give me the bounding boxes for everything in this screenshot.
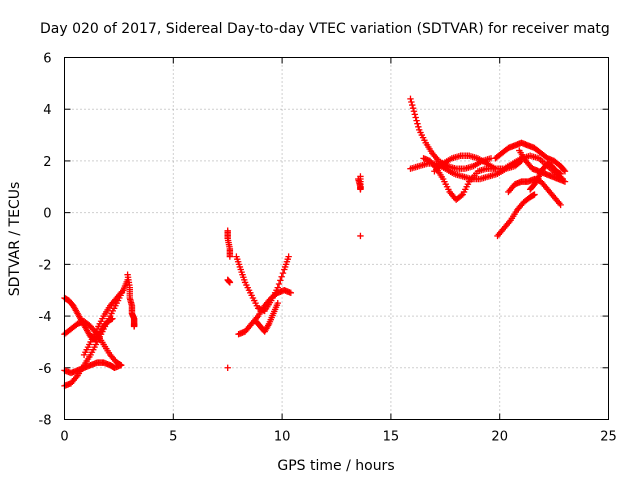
data-point <box>561 178 569 185</box>
series-seg-b6 <box>252 299 281 335</box>
data-point <box>278 273 285 280</box>
y-tick-label: 6 <box>43 52 51 67</box>
data-point <box>274 299 281 307</box>
data-point <box>410 108 418 115</box>
x-tick-label: 10 <box>274 430 291 445</box>
y-tick-label: -6 <box>39 362 52 377</box>
data-point <box>458 192 465 199</box>
data-point <box>407 95 414 103</box>
data-point <box>277 277 284 284</box>
data-point <box>560 167 568 174</box>
x-tick-label: 20 <box>491 430 508 445</box>
data-point <box>412 114 419 121</box>
data-point <box>409 101 416 109</box>
data-point <box>117 362 125 369</box>
data-point <box>531 191 538 198</box>
data-point <box>561 168 569 175</box>
data-point <box>275 280 283 288</box>
data-point <box>130 323 138 330</box>
data-point <box>357 173 364 180</box>
axis-ticks <box>64 57 609 420</box>
series-seg-b3 <box>224 364 231 371</box>
series-seg-c1 <box>355 173 364 193</box>
y-tick-label: 0 <box>43 207 51 222</box>
x-tick-label: 5 <box>169 430 177 445</box>
data-markers <box>61 95 569 390</box>
data-point <box>287 289 295 296</box>
series-seg-a5 <box>80 287 127 359</box>
series-seg-c2 <box>357 232 364 240</box>
y-tick-label: -4 <box>39 310 52 325</box>
series-seg-a2 <box>61 318 125 369</box>
data-point <box>285 253 292 260</box>
x-axis-label: GPS time / hours <box>277 458 394 474</box>
grid-lines <box>64 57 609 420</box>
data-point <box>557 170 564 178</box>
series-seg-a6 <box>124 271 138 330</box>
x-tick-label: 0 <box>60 430 68 445</box>
data-point <box>557 201 564 209</box>
plot-frame <box>64 57 609 420</box>
data-point <box>414 120 421 127</box>
data-point <box>357 232 364 240</box>
data-point <box>413 117 420 124</box>
tick-labels: 0 5 10 15 20 25 -8 -6 -4 -2 0 2 4 6 <box>39 52 617 445</box>
data-point <box>415 123 422 130</box>
series-seg-a3 <box>61 359 125 377</box>
data-point <box>279 269 287 277</box>
y-tick-label: 4 <box>43 103 51 118</box>
y-tick-label: 2 <box>43 155 51 170</box>
series-seg-b2 <box>224 276 234 286</box>
data-point <box>224 364 231 371</box>
series-seg-d9 <box>526 160 564 193</box>
chart-title: Day 020 of 2017, Sidereal Day-to-day VTE… <box>40 21 610 37</box>
series-seg-d6 <box>494 191 538 240</box>
series-seg-b1 <box>224 227 234 260</box>
y-tick-label: -2 <box>39 258 52 273</box>
x-tick-label: 15 <box>383 430 400 445</box>
data-point <box>411 111 419 118</box>
series-seg-a4 <box>61 294 116 343</box>
data-point <box>226 279 234 286</box>
data-point <box>408 98 415 106</box>
series-seg-b4 <box>233 253 292 315</box>
y-axis-label: SDTVAR / TECUs <box>7 182 23 297</box>
y-tick-label: -8 <box>39 414 52 429</box>
data-point <box>409 104 417 112</box>
data-point <box>109 315 116 322</box>
series-seg-d8 <box>516 147 569 185</box>
data-point <box>120 287 127 294</box>
x-tick-label: 25 <box>600 430 617 445</box>
data-point <box>226 253 234 260</box>
